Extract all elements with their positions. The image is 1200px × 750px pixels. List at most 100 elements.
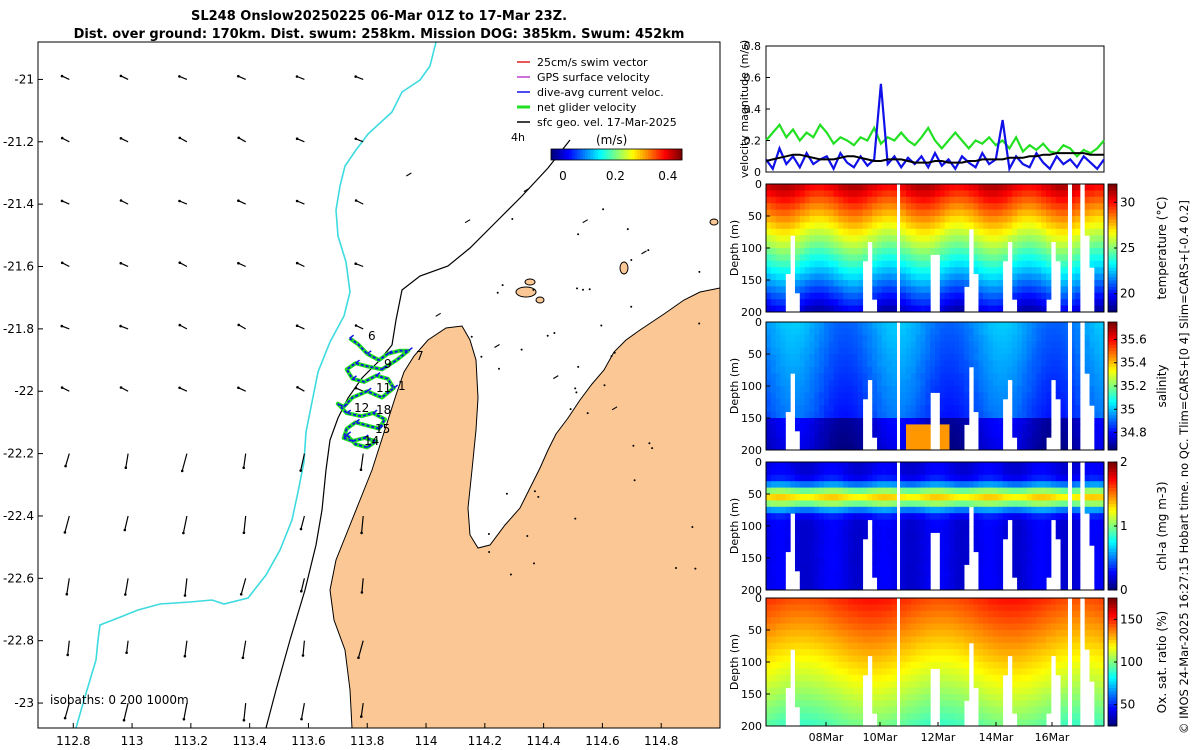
section-cell bbox=[944, 267, 950, 275]
section-cell bbox=[973, 328, 979, 336]
section-cell bbox=[1012, 228, 1018, 236]
section-cell bbox=[814, 248, 820, 255]
section-cell bbox=[954, 513, 960, 521]
section-cell bbox=[1060, 273, 1066, 281]
section-cell bbox=[794, 322, 801, 329]
section-cell bbox=[935, 598, 941, 605]
section-colorbar-cell bbox=[1108, 254, 1117, 258]
section-cell bbox=[1021, 500, 1028, 508]
section-cell bbox=[857, 366, 864, 374]
section-cell bbox=[978, 203, 984, 211]
section-cell bbox=[833, 437, 839, 445]
section-cell bbox=[1075, 216, 1081, 223]
section-cell bbox=[997, 280, 1004, 287]
section-cell bbox=[814, 558, 820, 565]
section-cell bbox=[1050, 481, 1057, 489]
geo-vector-head bbox=[124, 466, 128, 470]
section-cell bbox=[901, 411, 907, 419]
section-cell bbox=[1021, 411, 1028, 419]
section-cell bbox=[910, 373, 917, 381]
section-cell bbox=[780, 636, 786, 644]
section-cell bbox=[988, 506, 994, 514]
section-cell bbox=[766, 526, 772, 533]
section-cell bbox=[857, 623, 864, 631]
section-cell bbox=[809, 280, 815, 287]
section-cell bbox=[804, 649, 810, 657]
section-cell bbox=[906, 222, 912, 230]
section-cell bbox=[1070, 558, 1076, 565]
section-cell bbox=[785, 642, 791, 650]
section-cell bbox=[906, 462, 912, 469]
section-cell bbox=[997, 564, 1004, 572]
track-day-label: 6 bbox=[368, 329, 376, 343]
section-colorbar-cell bbox=[1108, 235, 1117, 239]
section-cell bbox=[906, 248, 912, 255]
section-cell bbox=[833, 642, 839, 650]
section-cell bbox=[1021, 254, 1028, 262]
section-cell bbox=[920, 286, 926, 294]
section-cell bbox=[935, 334, 941, 342]
section-cell bbox=[949, 405, 955, 413]
section-cell bbox=[814, 322, 820, 329]
section-cell bbox=[1094, 519, 1100, 527]
section-cell bbox=[804, 668, 810, 676]
section-cell bbox=[891, 424, 897, 432]
section-cell bbox=[973, 494, 979, 501]
section-cell bbox=[1099, 506, 1105, 514]
section-cell bbox=[1031, 196, 1037, 204]
section-cell bbox=[954, 328, 960, 336]
section-cell bbox=[881, 642, 888, 650]
section-cell bbox=[809, 430, 815, 438]
shoal-dot bbox=[632, 444, 635, 447]
section-cell bbox=[775, 405, 781, 413]
section-cell bbox=[978, 468, 984, 476]
section-cell bbox=[978, 487, 984, 495]
section-cell bbox=[930, 519, 936, 527]
geo-vector bbox=[120, 325, 129, 330]
section-cell bbox=[819, 341, 825, 349]
section-cell bbox=[988, 564, 994, 572]
section-cell bbox=[814, 360, 820, 368]
section-cell bbox=[1060, 564, 1066, 572]
geo-vector bbox=[124, 578, 129, 595]
section-cell bbox=[804, 405, 810, 413]
section-cell bbox=[886, 519, 893, 527]
section-cell bbox=[1012, 235, 1018, 243]
geo-vector-head bbox=[241, 656, 245, 660]
section-cell bbox=[833, 386, 839, 393]
section-cell bbox=[910, 526, 917, 533]
section-cell bbox=[857, 443, 864, 451]
section-cell bbox=[1070, 538, 1076, 546]
section-cell bbox=[983, 267, 989, 275]
section-cell bbox=[930, 487, 936, 495]
section-cell bbox=[1094, 341, 1100, 349]
section-cell bbox=[852, 655, 859, 663]
section-cell bbox=[915, 203, 922, 211]
section-cell bbox=[925, 617, 931, 625]
section-cell bbox=[804, 719, 810, 727]
geo-vector-head bbox=[119, 137, 123, 140]
section-cell bbox=[799, 577, 806, 585]
section-cell bbox=[823, 347, 830, 355]
section-cell bbox=[954, 216, 960, 223]
section-cell bbox=[920, 687, 926, 695]
section-cell bbox=[848, 273, 854, 281]
section-cell bbox=[838, 526, 844, 533]
colorbar-cell bbox=[566, 149, 570, 160]
section-cell bbox=[770, 570, 777, 578]
geo-vector bbox=[355, 76, 364, 80]
section-cell bbox=[939, 299, 946, 307]
section-cell bbox=[944, 196, 950, 204]
section-cell bbox=[843, 286, 849, 294]
section-cell bbox=[770, 405, 777, 413]
section-cell bbox=[872, 267, 878, 275]
section-cell bbox=[963, 474, 970, 482]
section-cell bbox=[949, 299, 955, 307]
section-cell bbox=[992, 526, 999, 533]
section-cell bbox=[1050, 494, 1057, 501]
geo-vector-head bbox=[296, 386, 299, 389]
section-cell bbox=[794, 564, 801, 572]
section-cell bbox=[1026, 411, 1033, 419]
section-cell bbox=[925, 235, 931, 243]
section-cell bbox=[944, 474, 950, 482]
